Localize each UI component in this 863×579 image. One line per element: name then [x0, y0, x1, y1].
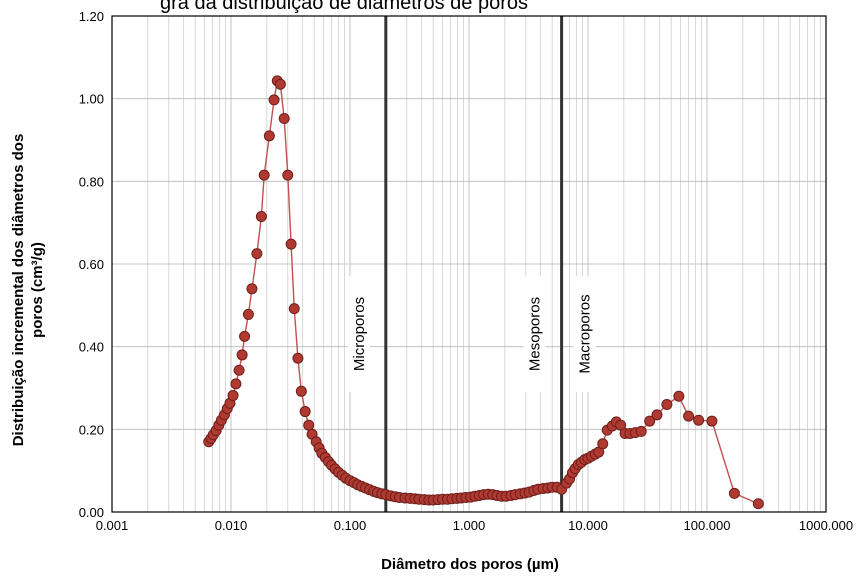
region-label-group: Mesoporos	[523, 276, 546, 392]
x-tick-label: 0.001	[96, 518, 129, 533]
y-axis-title-line2: poros (cm³/g)	[29, 242, 46, 338]
y-tick-label: 1.00	[79, 92, 104, 107]
data-point	[278, 113, 290, 125]
y-tick-label: 0.60	[79, 257, 104, 272]
data-point	[251, 248, 263, 260]
data-point	[295, 385, 307, 397]
data-point	[288, 303, 300, 315]
y-tick-label: 0.00	[79, 505, 104, 520]
data-point	[752, 498, 764, 510]
data-point	[268, 94, 280, 106]
data-point	[258, 169, 270, 181]
data-point	[683, 410, 695, 422]
data-point	[615, 419, 627, 431]
x-tick-label: 0.010	[215, 518, 248, 533]
data-point	[282, 169, 294, 181]
data-point	[728, 487, 740, 499]
x-tick-labels: 0.001 0.010 0.100 1.000 10.000 100.000 1000.00…	[96, 518, 853, 533]
data-point	[299, 406, 311, 418]
region-label: Microporos	[351, 297, 368, 371]
data-point	[661, 399, 673, 411]
data-point	[263, 130, 275, 142]
data-point	[651, 409, 663, 421]
data-point	[239, 330, 251, 342]
y-tick-label: 0.80	[79, 174, 104, 189]
region-label: Mesoporos	[527, 297, 544, 371]
region-labels: Microporos Mesoporos Macroporos	[347, 276, 596, 392]
x-tick-label: 1000.000	[799, 518, 853, 533]
data-point	[255, 210, 267, 222]
data-points	[203, 75, 764, 510]
data-point	[292, 352, 304, 364]
region-label-bg	[573, 276, 596, 392]
data-point	[673, 390, 685, 402]
data-point	[230, 378, 242, 390]
y-tick-label: 0.40	[79, 340, 104, 355]
x-tick-label: 100.000	[684, 518, 731, 533]
divider-lines	[384, 16, 564, 512]
data-point	[635, 425, 647, 437]
plot-frame	[111, 15, 827, 513]
y-tick-labels: 0.00 0.20 0.40 0.60 0.80 1.00 1.20	[79, 9, 104, 520]
y-tick-label: 1.20	[79, 9, 104, 24]
data-point	[644, 415, 656, 427]
region-label: Macroporos	[577, 294, 594, 373]
region-label-group: Microporos	[347, 276, 370, 392]
data-point	[227, 389, 239, 401]
region-label-group: Macroporos	[573, 276, 596, 392]
data-point	[236, 349, 248, 361]
grid	[111, 15, 826, 513]
x-tick-label: 1.000	[453, 518, 486, 533]
series-line	[208, 79, 759, 505]
x-axis-title: Diâmetro dos poros (µm)	[381, 556, 559, 573]
data-point	[242, 308, 254, 320]
data-point	[285, 238, 297, 250]
data-point	[693, 414, 705, 426]
data-point	[274, 78, 286, 90]
data-point	[246, 283, 258, 295]
region-label-bg	[523, 276, 546, 392]
data-point	[597, 438, 609, 450]
data-point	[706, 415, 718, 427]
y-tick-label: 0.20	[79, 422, 104, 437]
data-point	[303, 419, 315, 431]
data-point	[233, 364, 245, 376]
x-tick-label: 10.000	[568, 518, 608, 533]
y-axis-title-line1: Distribuição incremental dos diâmetros d…	[10, 134, 27, 447]
top-title: gra da distribuição de diâmetros de poro…	[160, 0, 528, 14]
region-label-bg	[347, 276, 370, 392]
x-tick-label: 0.100	[334, 518, 367, 533]
series-polyline	[208, 79, 759, 505]
